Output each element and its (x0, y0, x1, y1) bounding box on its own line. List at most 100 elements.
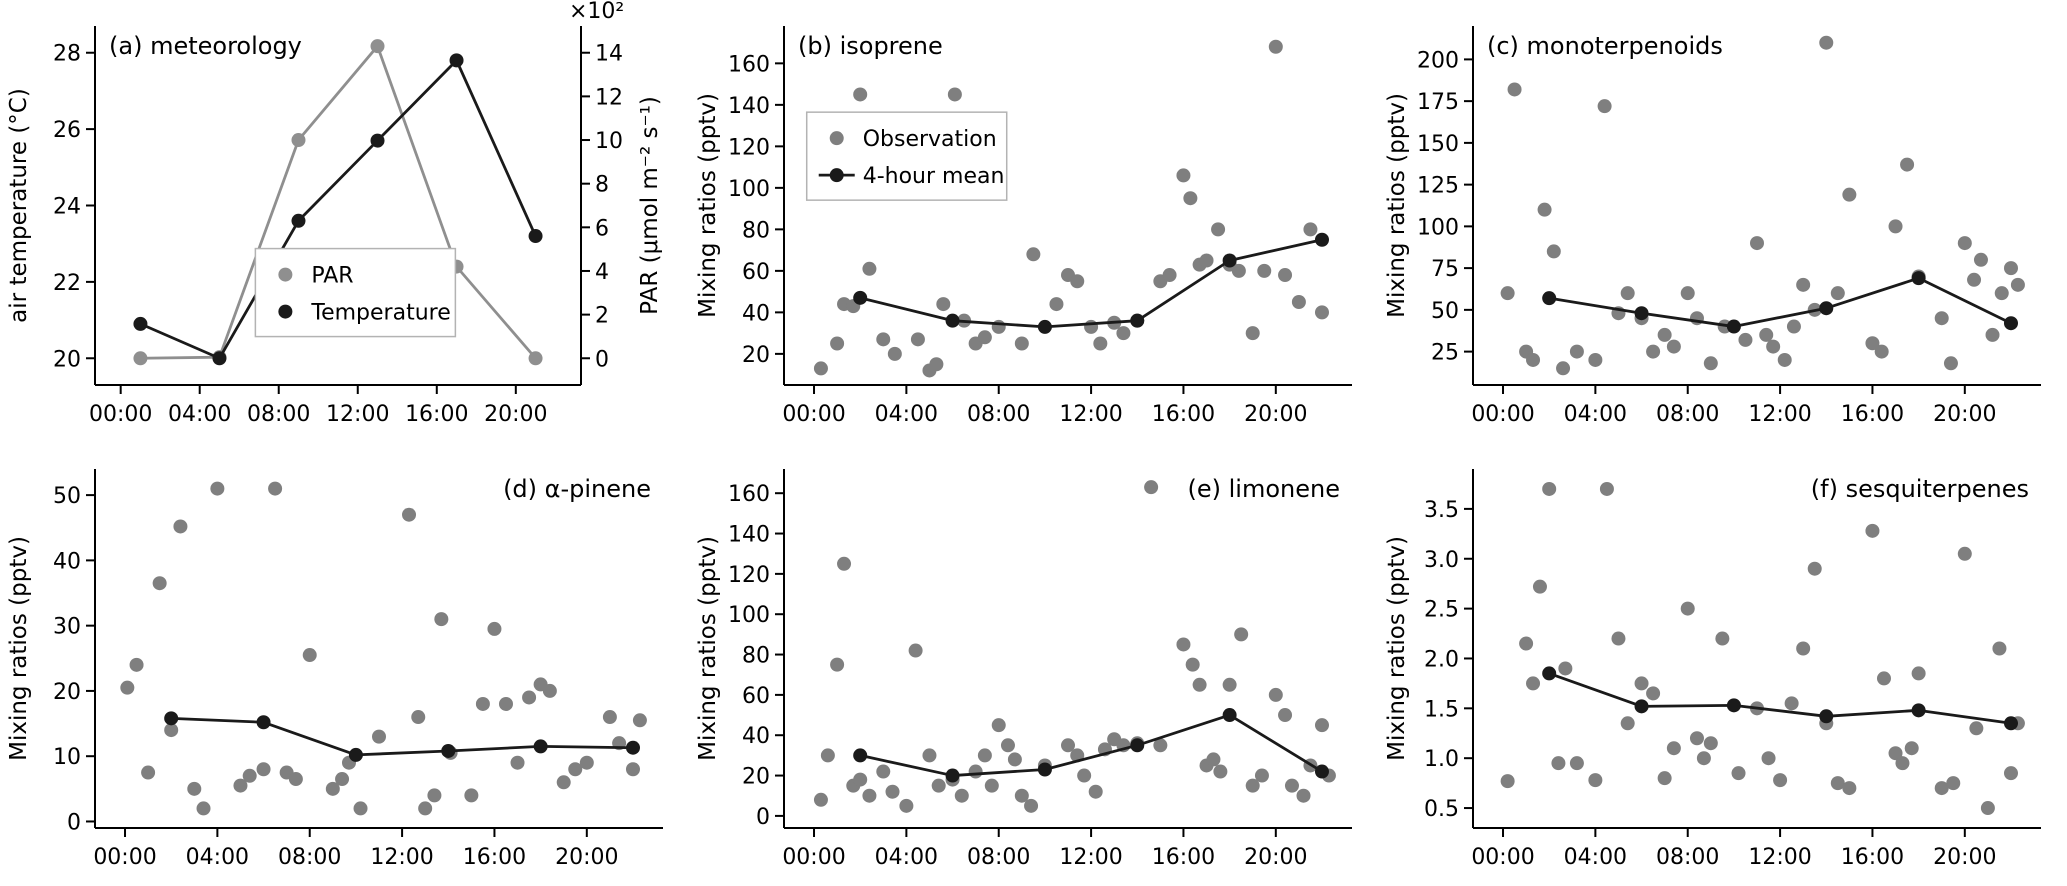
observation-point (1911, 666, 1926, 681)
observation-point (173, 519, 188, 534)
observation-point (1900, 157, 1915, 172)
y-tick-label: 120 (728, 135, 770, 160)
y-tick-label: 0 (756, 805, 770, 830)
observation-point (1213, 764, 1228, 779)
mean-line-marker (2003, 716, 2018, 731)
y-tick-label: 120 (728, 563, 770, 588)
y-tick-label: 20 (742, 343, 770, 368)
mean-line-marker (1130, 738, 1145, 753)
observation-point (1865, 523, 1880, 538)
observation-point (1093, 336, 1108, 351)
x-tick-label: 12:00 (1059, 845, 1122, 870)
observation-point (542, 683, 557, 698)
y-tick-label: 28 (53, 42, 81, 67)
y-tick-label: 75 (1431, 257, 1459, 282)
observation-point (120, 680, 135, 695)
legend-marker (278, 267, 293, 282)
y-tick-label: 60 (742, 684, 770, 709)
observation-point (1222, 677, 1237, 692)
observation-point (510, 755, 525, 770)
observation-point (1750, 236, 1764, 251)
par-line-marker (528, 351, 543, 366)
panel-monoterpenoids: 00:00 04:00 08:00 12:00 16:00 20:00 25 50 75 100 1… (1378, 0, 2067, 443)
observation-point (1588, 352, 1603, 367)
observation-point (931, 778, 946, 793)
y-axis-label: Mixing ratios (pptv) (695, 93, 721, 318)
observation-point (1077, 768, 1092, 783)
mean-line-marker (1911, 703, 1926, 718)
x-tick-label: 08:00 (1656, 845, 1719, 870)
x-tick-label: 16:00 (463, 845, 526, 870)
observation-point (947, 87, 962, 102)
observation-point (210, 481, 225, 496)
y-tick-label: 10 (595, 129, 623, 154)
temperature-line-marker (370, 133, 385, 148)
observation-point (862, 261, 877, 276)
y-tick-label: 100 (1417, 215, 1459, 240)
observation-point (1895, 756, 1910, 771)
observation-point (353, 801, 368, 816)
observation-point (954, 788, 969, 803)
observation-point (1657, 327, 1672, 342)
y-tick-label: 80 (742, 218, 770, 243)
observation-point (991, 718, 1006, 733)
panel-title: (b) isoprene (798, 32, 943, 60)
observation-point (1026, 247, 1041, 262)
y-tick-label: 100 (728, 603, 770, 628)
observation-point (152, 576, 167, 591)
observation-point (2010, 277, 2025, 292)
observation-point (1532, 579, 1547, 594)
observation-point (1088, 784, 1103, 799)
observation-point (1206, 752, 1221, 767)
observation-point (1257, 263, 1272, 278)
temperature-line-marker (528, 229, 543, 244)
mean-line-marker (1542, 291, 1557, 306)
observation-point (984, 778, 999, 793)
legend-label: 4-hour mean (863, 164, 1005, 189)
x-axis: 00:00 04:00 08:00 12:00 16:00 20:00 (1471, 385, 1997, 427)
observation-point (1819, 35, 1834, 50)
x-tick-label: 20:00 (1933, 845, 1996, 870)
observation-point (929, 357, 944, 372)
observation-point (141, 765, 156, 780)
observation-point (1888, 219, 1903, 234)
legend-label: PAR (311, 264, 353, 289)
y-tick-label: 14 (595, 42, 623, 67)
observation-point (1620, 716, 1635, 731)
y-tick-label: 175 (1417, 90, 1459, 115)
panel-title: (c) monoterpenoids (1487, 32, 1723, 60)
legend-box (805, 111, 1008, 201)
observation-point (1865, 336, 1880, 351)
mean-line-marker (1542, 666, 1557, 681)
panel-limonene: 00:00 04:00 08:00 12:00 16:00 20:00 0 20 40 60 80 1… (689, 443, 1378, 886)
observation-point (1842, 781, 1857, 796)
observation-point (1303, 222, 1318, 237)
y-axis-right: 0 2 4 6 8 10 12 14 PAR (μmol m⁻² s⁻¹) ×10² (569, 0, 663, 372)
observation-point (1254, 768, 1269, 783)
observation-point (1556, 361, 1571, 376)
chart-sesquiterpenes: 00:00 04:00 08:00 12:00 16:00 20:00 0.5 1.0 1.5 2… (1384, 469, 2041, 870)
observation-point (910, 332, 925, 347)
observation-point (908, 643, 923, 658)
mean-line-marker (1819, 709, 1834, 724)
x-tick-label: 12:00 (1748, 845, 1811, 870)
y-tick-label: 20 (742, 765, 770, 790)
x-tick-label: 08:00 (967, 402, 1030, 427)
x-axis: 00:00 04:00 08:00 12:00 16:00 20:00 (1471, 828, 1997, 870)
observation-point (1500, 286, 1515, 301)
y-axis-left: 0 20 40 60 80 100 120 140 160 Mixing ratios (pptv… (695, 482, 784, 830)
observation-point (1314, 305, 1329, 320)
observation-point (196, 801, 211, 816)
observation-point (1874, 344, 1889, 359)
observation-point (1144, 480, 1159, 495)
y-tick-label: 40 (742, 301, 770, 326)
legend-marker (829, 168, 844, 183)
y-tick-label: 200 (1417, 48, 1459, 73)
observation-point (1507, 82, 1522, 97)
y-tick-label: 12 (595, 85, 623, 110)
observation-point (885, 784, 900, 799)
observation-point (1784, 696, 1799, 711)
spines (783, 469, 1352, 829)
observation-point (1969, 721, 1984, 736)
observation-point (256, 762, 271, 777)
